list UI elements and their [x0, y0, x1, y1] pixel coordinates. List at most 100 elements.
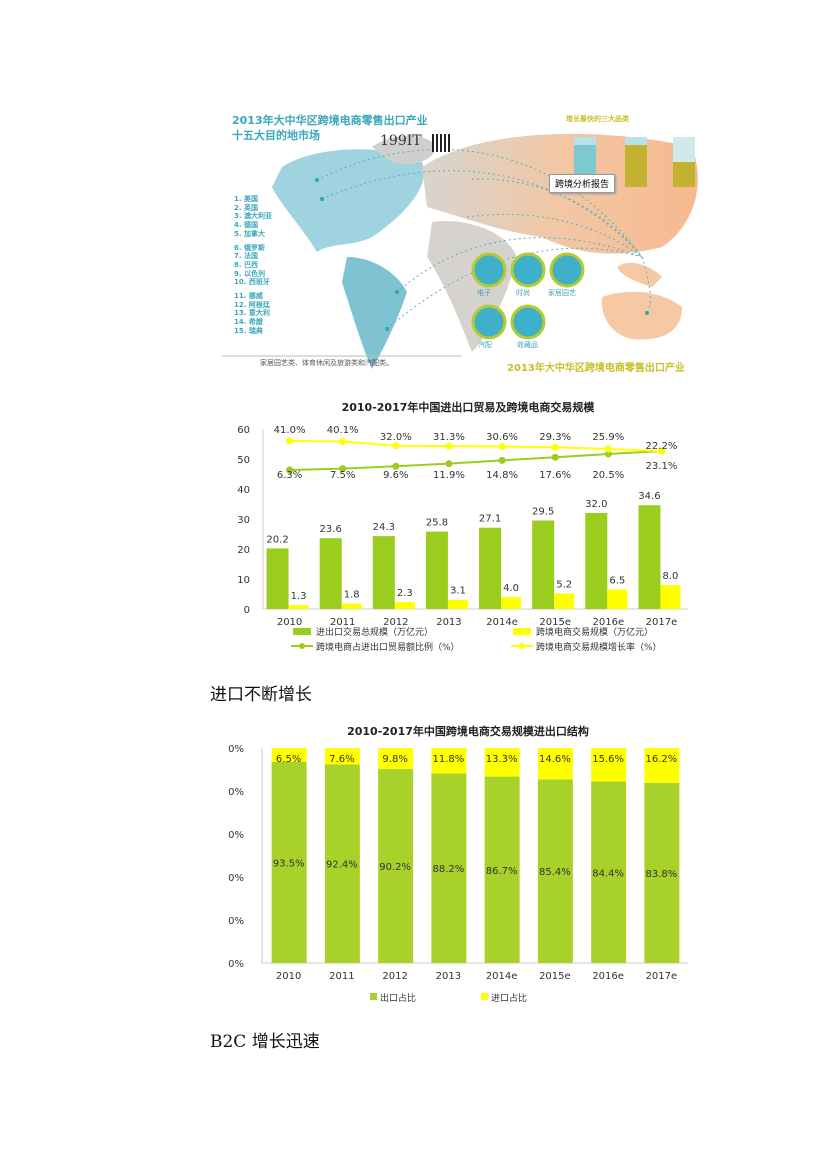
legend-swatch: [481, 993, 488, 1000]
paragraph-import-growth: 进口不断增长: [210, 685, 312, 705]
bar-import: [644, 748, 680, 783]
car-part-category-label: 汽配: [478, 341, 492, 349]
bar-label-import: 13.3%: [486, 754, 518, 765]
bar-label-export: 92.4%: [326, 860, 358, 871]
line-growth-rate-point: [445, 442, 453, 450]
bar-ecommerce: [607, 589, 628, 609]
x-tick-label: 2011: [329, 971, 354, 982]
legend-label: 跨境电商占进出口贸易额比例（%）: [316, 641, 460, 653]
ranking-item: 10. 西班牙: [234, 278, 270, 287]
bar-label-total: 20.2: [266, 534, 288, 545]
ranking-item: 8. 巴西: [234, 260, 258, 269]
bar-total-trade: [425, 531, 448, 609]
legend-marker: [299, 643, 305, 649]
line-share-label: 23.1%: [646, 461, 678, 472]
line-share-label: 14.8%: [486, 470, 518, 481]
bar-label-ecommerce: 4.0: [503, 583, 519, 594]
bar-total-trade: [585, 513, 608, 609]
map-infographic: 2013年大中华区跨境电商零售出口产业 十五大目的地市场 199IT 增长最快的…: [222, 107, 712, 373]
x-tick-label: 2012: [383, 617, 408, 628]
line-growth-rate-point: [604, 445, 612, 453]
bar-import: [378, 748, 414, 770]
bar-ecommerce: [447, 599, 468, 609]
bar-label-total: 32.0: [585, 499, 607, 510]
legend-label: 进出口交易总规模（万亿元）: [316, 626, 433, 638]
y-tick-label: 30: [237, 515, 250, 526]
line-growth-rate-label: 31.3%: [433, 432, 465, 443]
y-tick-label: 40: [237, 485, 250, 496]
bar-label-ecommerce: 8.0: [662, 571, 678, 582]
bar-label-total: 25.8: [426, 518, 448, 529]
headphones-category-label: 电子: [477, 289, 491, 297]
bar-label-import: 11.8%: [432, 754, 464, 765]
line-growth-rate-label: 40.1%: [327, 425, 359, 436]
x-tick-label: 2016e: [593, 617, 625, 628]
bar-label-total: 34.6: [638, 491, 660, 502]
bar-export: [591, 781, 627, 963]
y-tick-label: 10: [237, 575, 250, 586]
line-share-label: 9.6%: [383, 470, 408, 481]
bar-total-trade: [638, 505, 661, 609]
line-growth-rate: [289, 440, 662, 452]
x-tick-label: 2011: [330, 617, 355, 628]
ranking-item: 13. 意大利: [234, 309, 270, 318]
line-share-point: [339, 465, 347, 473]
line-growth-rate-point: [657, 447, 665, 455]
bar-label-total: 23.6: [320, 524, 342, 535]
bar-total-trade: [266, 548, 289, 609]
line-share-point: [604, 450, 612, 458]
legend-label: 跨境电商交易规模（万亿元）: [536, 626, 653, 638]
bar-import: [271, 748, 307, 762]
line-growth-rate-label: 29.3%: [539, 432, 571, 443]
ranking-list: 1. 美国 2. 英国 3. 澳大利亚 4. 德国 5. 加拿大 6. 俄罗斯 7. 法国 8…: [234, 195, 272, 336]
ranking-item: 14. 希腊: [234, 318, 263, 327]
world-map-image: [222, 133, 698, 369]
ranking-item: 3. 澳大利亚: [234, 212, 272, 221]
ranking-item: 7. 法国: [234, 252, 258, 261]
paragraph-b2c-growth: B2C 增长迅速: [210, 1032, 320, 1052]
trade-and-ecommerce-chart: 2010-2017年中国进出口贸易及跨境电商交易规模 0 10 20 30 40 50 60 2…: [237, 400, 688, 653]
line-share-point: [498, 456, 506, 464]
y-tick-label: 80%: [228, 787, 244, 798]
bar-label-import: 15.6%: [592, 754, 624, 765]
chart-title: 2010-2017年中国跨境电商交易规模进出口结构: [347, 724, 589, 738]
bar-total-trade: [532, 520, 555, 609]
bar-total-trade: [319, 538, 342, 609]
map-title-line1: 2013年大中华区跨境电商零售出口产业: [232, 114, 428, 127]
line-growth-rate-label: 25.9%: [592, 432, 624, 443]
gem-category-label: 收藏品: [517, 341, 538, 349]
line-growth-rate-label: 32.0%: [380, 432, 412, 443]
line-share-point: [445, 460, 453, 468]
legend-label: 跨境电商交易规模增长率（%）: [536, 641, 662, 653]
legend-swatch: [513, 628, 531, 635]
australia-shape: [601, 291, 682, 340]
y-tick-label: 0%: [228, 959, 244, 970]
line-growth-rate-point: [392, 442, 400, 450]
bar-label-export: 83.8%: [645, 869, 677, 880]
bar-label-total: 27.1: [479, 514, 501, 525]
legend-swatch: [293, 628, 311, 635]
ranking-item: 11. 挪威: [234, 292, 263, 301]
bar-export: [324, 764, 360, 963]
line-growth-rate-point: [286, 437, 294, 445]
legend-label: 进口占比: [491, 992, 527, 1004]
line-growth-rate-label: 41.0%: [274, 425, 306, 436]
bar-label-ecommerce: 1.8: [344, 590, 360, 601]
bar-label-total: 29.5: [532, 507, 554, 518]
bar-label-import: 6.5%: [276, 754, 301, 765]
top-categories-title: 增长最快的三大品类: [566, 115, 629, 123]
legend-swatch: [370, 993, 377, 1000]
line-growth-rate-label: 22.2%: [646, 441, 678, 452]
bar-ecommerce: [394, 602, 415, 609]
bar-export: [378, 769, 414, 963]
map-title-line2: 十五大目的地市场: [232, 129, 320, 142]
bar-label-export: 86.7%: [486, 866, 518, 877]
bar-label-import: 9.8%: [382, 754, 407, 765]
bar-label-export: 85.4%: [539, 867, 571, 878]
bar-label-ecommerce: 6.5: [609, 576, 625, 587]
bar-import: [537, 748, 573, 780]
x-tick-label: 2012: [382, 971, 407, 982]
bar-ecommerce: [660, 585, 681, 609]
bar-ecommerce: [554, 593, 575, 609]
